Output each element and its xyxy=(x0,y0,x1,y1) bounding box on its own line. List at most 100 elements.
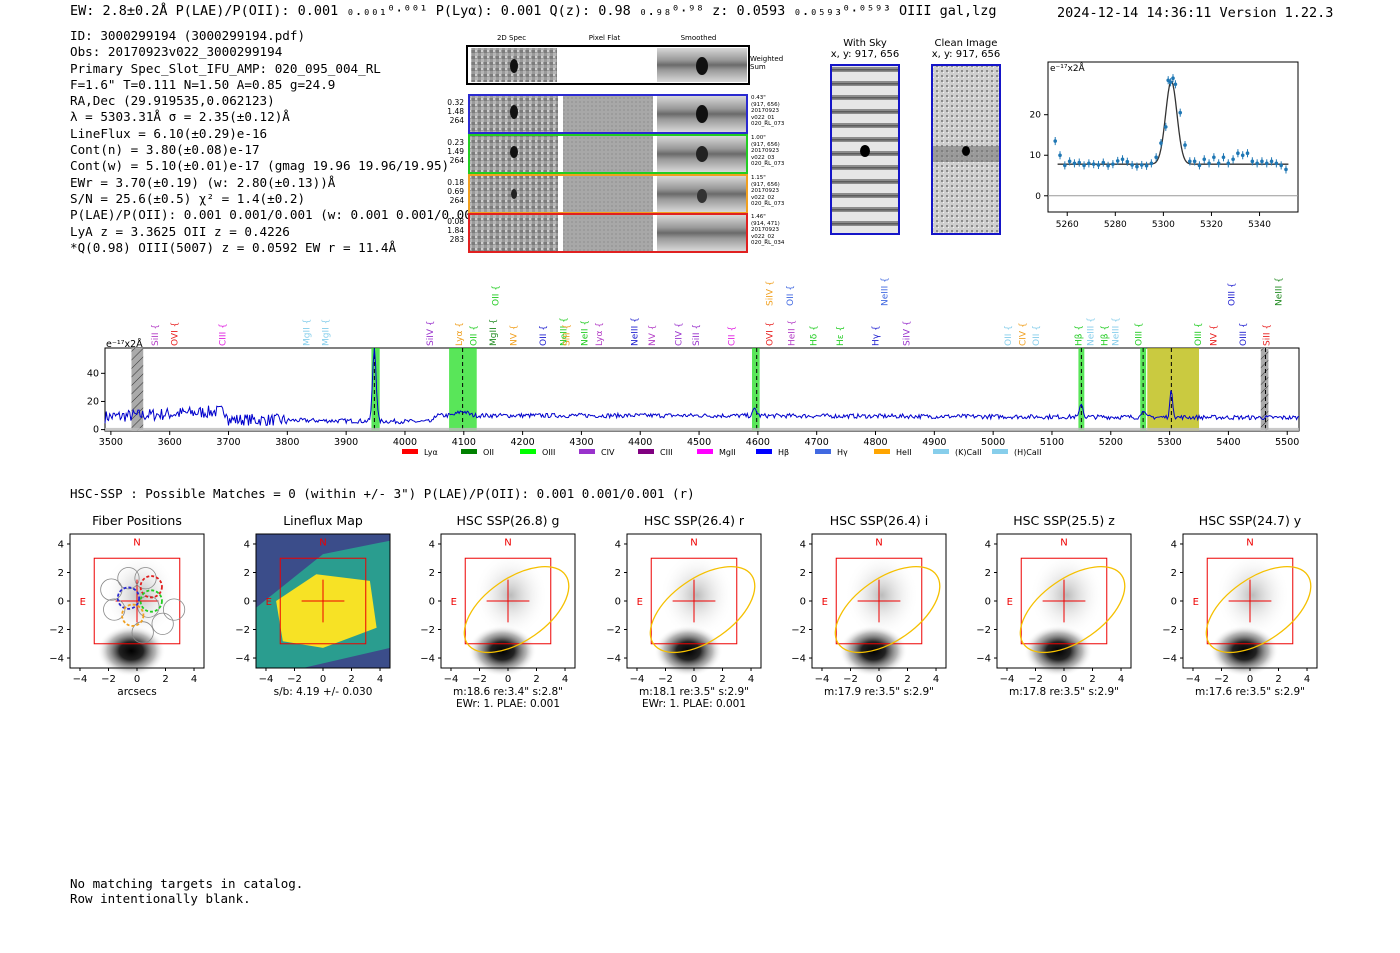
summary-line: Cont(n) = 3.80(±0.08)e-17 xyxy=(70,142,260,158)
aperture-box xyxy=(835,557,923,645)
zoom-data-point xyxy=(1260,159,1264,164)
cutout-row-stats-4: 0.08 1.84 283 xyxy=(440,217,464,244)
spectrum-xtick-label: 5300 xyxy=(1158,437,1182,448)
aperture-box xyxy=(93,557,181,645)
panel-ytick-label: −2 xyxy=(49,625,64,636)
panel-caption: m:17.9 re:3.5" s:2.9" xyxy=(824,686,934,698)
emission-line-label: OIII { xyxy=(1239,322,1249,346)
clean-image-title-text: Clean Image xyxy=(934,38,998,49)
north-label: N xyxy=(690,537,697,548)
legend-swatch xyxy=(402,449,418,454)
emission-line-label: CIV { xyxy=(674,322,684,346)
emission-line-label: SiII { xyxy=(692,324,702,346)
east-label: E xyxy=(266,597,272,608)
header-left-text: EW: 2.8±0.2Å P(LAE)/P(OII): 0.001 ₀.₀₀₁⁰… xyxy=(70,3,997,19)
east-label: E xyxy=(451,597,457,608)
with-sky-image xyxy=(830,64,900,235)
emission-line-label: MgII { xyxy=(489,319,499,346)
panel-title: HSC SSP(25.5) z xyxy=(1013,513,1115,528)
row-stat: 0.69 xyxy=(447,187,464,196)
panel-ytick-label: 4 xyxy=(244,539,250,550)
panel-ytick-label: −4 xyxy=(976,654,991,665)
fiber-circle xyxy=(139,589,163,613)
panel-ytick-label: −2 xyxy=(235,625,250,636)
zoom-data-point xyxy=(1202,157,1207,162)
emission-line-label: NeIII { xyxy=(1274,277,1284,306)
summary-line: RA,Dec (29.919535,0.062123) xyxy=(70,93,275,109)
panel-xtick-label: 4 xyxy=(191,674,197,685)
detection-summary: ID: 3000299194 (3000299194.pdf) Obs: 201… xyxy=(70,28,487,256)
row-info: (917, 656) xyxy=(751,181,780,188)
spectrum-xtick-label: 4900 xyxy=(922,437,946,448)
zoom-data-point xyxy=(1067,159,1072,164)
panel-ytick-label: 4 xyxy=(429,539,435,550)
panel-xtick-label: 0 xyxy=(320,674,326,685)
legend-label: Hγ xyxy=(837,448,848,457)
legend-swatch xyxy=(461,449,477,454)
row-info: 0.43" xyxy=(751,95,766,101)
weighted-sum-label: Weighted Sum xyxy=(750,55,783,71)
row-stat: 283 xyxy=(449,235,464,244)
clean-image-title: Clean Image x, y: 917, 656 xyxy=(921,38,1011,60)
galaxy-haze xyxy=(473,552,548,639)
fiber-circle xyxy=(116,586,141,610)
legend-label: CIII xyxy=(660,448,673,457)
fiber-circle xyxy=(131,621,154,644)
weighted-label-1: Weighted xyxy=(750,55,784,63)
zoom-data-point xyxy=(1221,155,1226,160)
panel-xtick-label: 2 xyxy=(162,674,168,685)
zoom-data-point xyxy=(1178,110,1183,115)
panel-xtick-label: 2 xyxy=(1089,674,1095,685)
panel-ytick-label: −2 xyxy=(1162,625,1177,636)
panel-xtick-label: 4 xyxy=(1304,674,1310,685)
legend-swatch xyxy=(992,449,1008,454)
col-title-2dspec: 2D Spec xyxy=(496,34,527,42)
emission-line-label: MgII { xyxy=(322,319,332,346)
panel-ytick-label: −4 xyxy=(606,654,621,665)
zoom-data-point xyxy=(1154,155,1158,160)
panel-xtick-label: −2 xyxy=(101,674,116,685)
fiber-circle xyxy=(117,567,140,590)
summary-line: Primary Spec_Slot_IFU_AMP: 020_095_004_R… xyxy=(70,60,381,76)
row-info: 020_RL_034 xyxy=(751,240,785,247)
row-stat: 1.84 xyxy=(447,226,464,235)
footer-line: Row intentionally blank. xyxy=(70,890,251,906)
panel-ytick-label: −2 xyxy=(791,625,806,636)
emission-line-label: NV { xyxy=(648,325,658,346)
legend-label: HeII xyxy=(896,448,912,457)
emission-line-label: OVI { xyxy=(170,322,180,346)
row-info: 020_RL_073 xyxy=(751,201,785,208)
panel-ytick-label: 4 xyxy=(58,539,64,550)
zoom-data-point xyxy=(1226,161,1231,166)
emission-line-label: OII { xyxy=(470,325,480,346)
row-stat: 0.08 xyxy=(447,217,464,226)
legend-swatch xyxy=(697,449,713,454)
galaxy-haze xyxy=(102,552,177,639)
legend-swatch xyxy=(579,449,595,454)
panel-xtick-label: 4 xyxy=(377,674,383,685)
spectrum-xtick-label: 4000 xyxy=(393,437,417,448)
panel-ytick-label: 2 xyxy=(985,568,991,579)
zoom-data-point xyxy=(1168,80,1173,85)
spectrum-xtick-label: 4600 xyxy=(746,437,770,448)
imaging-panels: Fiber Positions N E 4 2 0 −2 −4 −4 −2 0 2 4 arcsecs Li… xyxy=(49,513,1318,710)
zoom-data-point xyxy=(1063,163,1067,168)
panel-ytick-label: −4 xyxy=(1162,654,1177,665)
summary-line: *Q(0.98) OIII(5007) z = 0.0592 EW r = 11… xyxy=(70,239,397,255)
error-band xyxy=(105,427,1299,431)
spectrum-xtick-label: 4800 xyxy=(863,437,887,448)
isophote-ellipse xyxy=(649,566,756,654)
panel-title: HSC SSP(26.4) r xyxy=(644,513,745,528)
legend-swatch xyxy=(638,449,654,454)
legend-label: MgII xyxy=(719,448,736,457)
summary-line: LineFlux = 6.10(±0.29)e-16 xyxy=(70,125,268,141)
zoom-data-point xyxy=(1144,163,1149,168)
panel-xtick-label: −2 xyxy=(287,674,302,685)
emission-line-label: OIII { xyxy=(1227,282,1237,306)
cutout-row-info-4: 1.46" (914, 471) 20170923 v022_02 020_RL… xyxy=(751,214,784,247)
masked-band xyxy=(1260,348,1269,431)
panel-xtick-label: −4 xyxy=(630,674,645,685)
